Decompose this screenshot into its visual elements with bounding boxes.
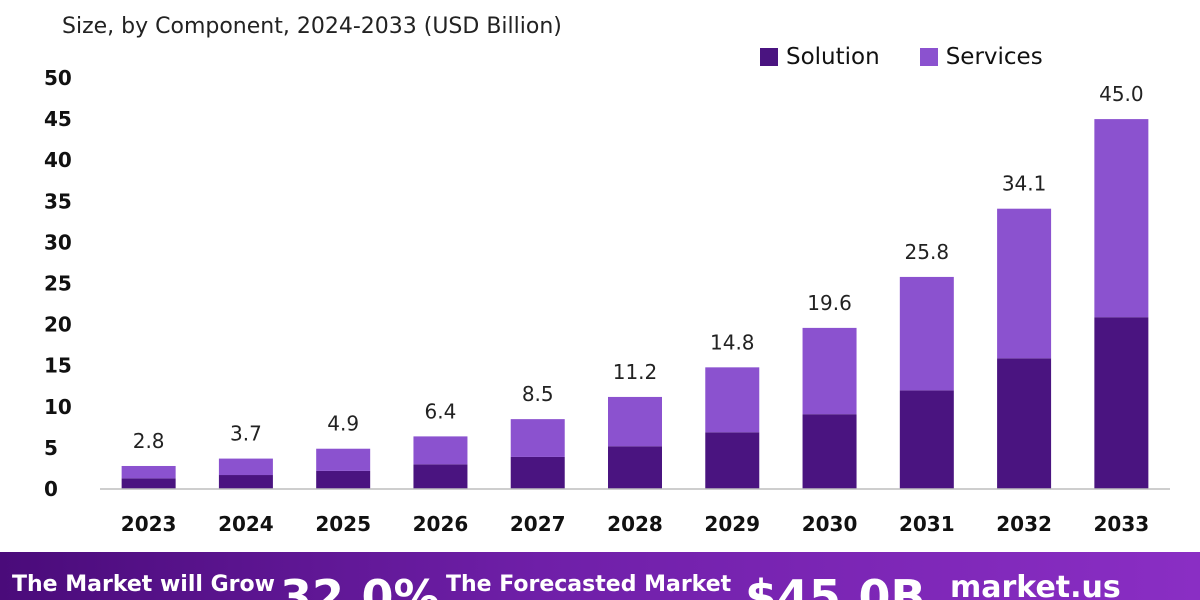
x-tick-label: 2030 <box>802 512 858 536</box>
legend-label-solution: Solution <box>786 44 880 70</box>
data-label-total: 6.4 <box>425 399 457 423</box>
x-tick-label: 2026 <box>413 512 469 536</box>
footer-grow-text: The Market will Grow <box>12 572 275 597</box>
footer-market-value: $45.0B <box>745 570 926 600</box>
bar-solution-2033 <box>1094 317 1149 489</box>
bar-services-2032 <box>997 208 1052 359</box>
x-tick-label: 2033 <box>1094 512 1150 536</box>
legend-label-services: Services <box>945 44 1043 70</box>
bar-services-2028 <box>608 396 662 447</box>
x-tick-label: 2023 <box>121 512 177 536</box>
bar-solution-2025 <box>316 470 371 489</box>
data-label-total: 4.9 <box>327 412 359 436</box>
y-tick-label: 35 <box>44 189 72 213</box>
footer-cagr-value: 32.0% <box>280 570 440 600</box>
bar-solution-2031 <box>899 390 954 489</box>
bar-services-2024 <box>218 458 273 476</box>
y-tick-label: 0 <box>44 477 58 501</box>
y-tick-label: 40 <box>44 148 72 172</box>
x-tick-label: 2025 <box>315 512 371 536</box>
x-tick-label: 2024 <box>218 512 274 536</box>
chart-subtitle: Size, by Component, 2024-2033 (USD Billi… <box>62 14 562 39</box>
data-label-total: 14.8 <box>710 330 755 354</box>
bar-solution-2024 <box>218 475 273 489</box>
data-label-total: 8.5 <box>522 382 554 406</box>
bar-solution-2028 <box>608 446 662 489</box>
footer-site-logo: market.us <box>950 570 1121 600</box>
y-tick-label: 5 <box>44 436 58 460</box>
footer-banner: The Market will Grow 32.0% The Forecaste… <box>0 552 1200 600</box>
data-label-total: 11.2 <box>613 360 658 384</box>
bar-services-2033 <box>1094 119 1149 318</box>
bar-solution-2023 <box>121 478 176 489</box>
bar-solution-2029 <box>705 432 760 489</box>
stacked-bar-chart: 051015202530354045502.820233.720244.9202… <box>44 66 1170 536</box>
bar-services-2030 <box>802 327 857 415</box>
bar-services-2027 <box>510 419 565 457</box>
x-tick-label: 2029 <box>704 512 760 536</box>
data-label-total: 19.6 <box>807 291 852 315</box>
bar-solution-2027 <box>510 456 565 489</box>
y-tick-label: 50 <box>44 66 72 90</box>
y-tick-label: 15 <box>44 354 72 378</box>
y-tick-label: 30 <box>44 230 72 254</box>
bar-services-2026 <box>413 436 468 465</box>
x-tick-label: 2032 <box>996 512 1052 536</box>
x-tick-label: 2027 <box>510 512 566 536</box>
bar-solution-2030 <box>802 414 857 489</box>
bar-services-2025 <box>316 448 371 471</box>
y-tick-label: 25 <box>44 272 72 296</box>
legend-item-solution: Solution <box>760 44 880 70</box>
legend-swatch-solution <box>760 48 778 66</box>
data-label-total: 3.7 <box>230 422 262 446</box>
data-label-total: 2.8 <box>133 429 165 453</box>
y-tick-label: 20 <box>44 313 72 337</box>
bar-solution-2026 <box>413 464 468 489</box>
data-label-total: 34.1 <box>1002 172 1047 196</box>
data-label-total: 45.0 <box>1099 82 1144 106</box>
legend-swatch-services <box>919 48 938 66</box>
x-tick-label: 2031 <box>899 512 955 536</box>
bar-solution-2032 <box>997 358 1052 489</box>
bar-services-2031 <box>899 276 954 391</box>
x-tick-label: 2028 <box>607 512 663 536</box>
data-label-total: 25.8 <box>905 240 950 264</box>
bar-services-2023 <box>121 465 176 479</box>
bar-services-2029 <box>705 367 760 433</box>
y-tick-label: 10 <box>44 395 72 419</box>
chart-legend: Solution Services <box>760 44 1043 70</box>
y-tick-label: 45 <box>44 107 72 131</box>
legend-item-services: Services <box>919 44 1043 70</box>
footer-forecast-text: The Forecasted Market <box>446 572 732 597</box>
